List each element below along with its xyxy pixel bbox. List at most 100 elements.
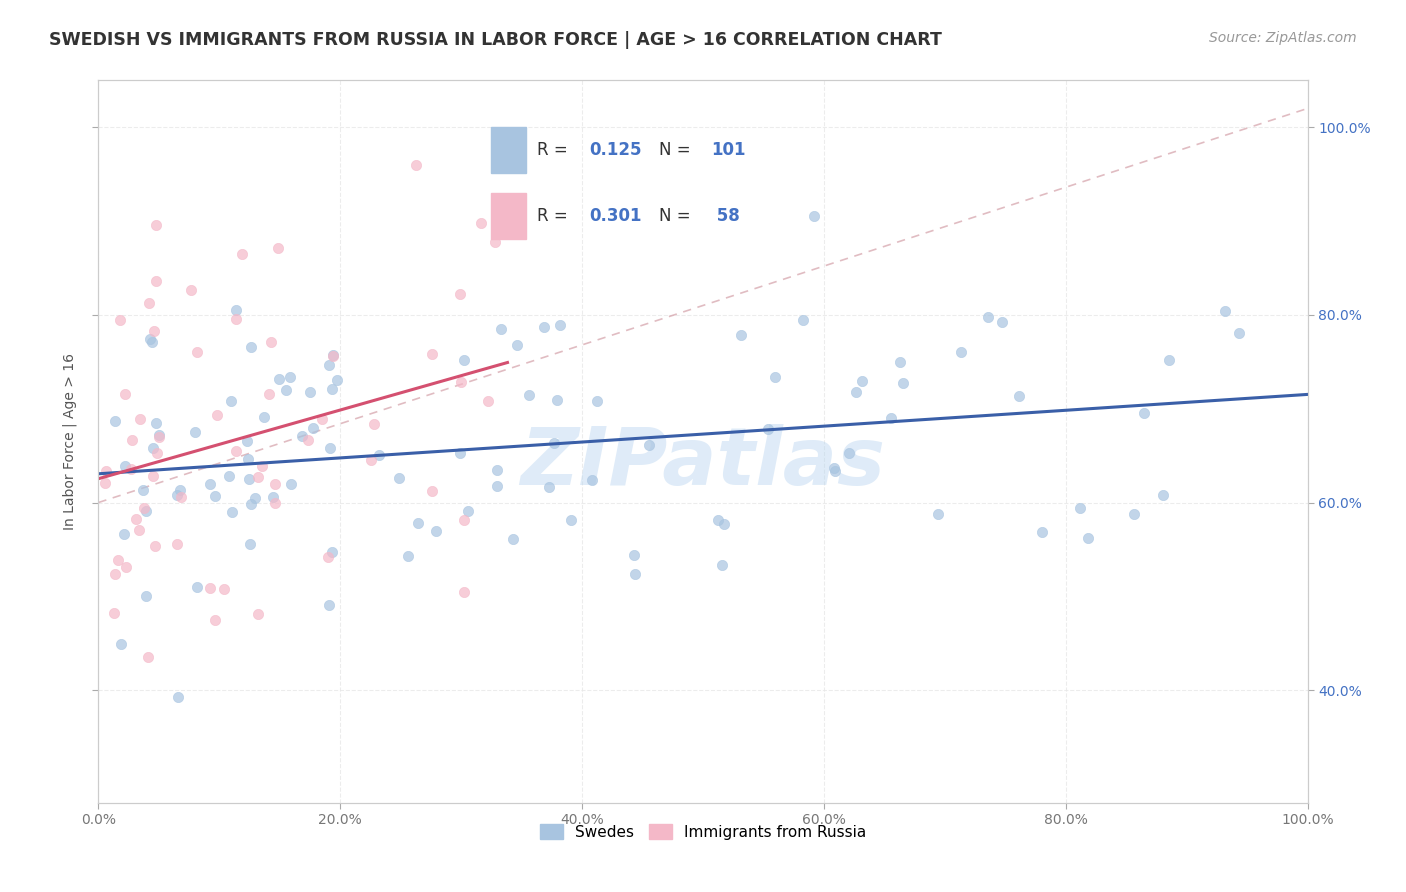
Point [138, 295, 160, 310]
Point [128, 524, 150, 538]
Point [183, 425, 205, 439]
Point [1152, 487, 1174, 501]
Point [291, 428, 314, 442]
Point [450, 375, 472, 389]
Point [880, 410, 903, 425]
Point [420, 484, 443, 499]
Point [756, 422, 779, 436]
Point [225, 443, 247, 458]
Point [1159, 352, 1181, 367]
Point [267, 241, 290, 255]
Point [977, 310, 1000, 324]
Point [231, 247, 253, 261]
Point [236, 451, 259, 466]
Point [247, 607, 270, 622]
Point [204, 489, 226, 503]
Point [1123, 507, 1146, 521]
Point [218, 468, 240, 483]
Point [322, 348, 344, 362]
Point [502, 532, 524, 546]
Point [449, 287, 471, 301]
Point [560, 513, 582, 527]
Point [212, 582, 235, 596]
Point [186, 344, 208, 359]
Point [302, 421, 325, 435]
Point [115, 560, 138, 574]
Point [250, 459, 273, 474]
Point [252, 410, 274, 425]
Point [457, 504, 479, 518]
Point [166, 488, 188, 502]
Point [180, 283, 202, 297]
Point [120, 462, 142, 476]
Point [485, 463, 508, 477]
Point [219, 394, 242, 409]
Point [125, 512, 148, 526]
Point [730, 328, 752, 343]
Point [146, 446, 169, 460]
Point [145, 417, 167, 431]
Point [112, 527, 135, 541]
Point [388, 471, 411, 485]
Point [1069, 500, 1091, 515]
Point [94, 475, 117, 490]
Point [792, 313, 814, 327]
Point [368, 448, 391, 462]
Point [711, 558, 734, 572]
Point [489, 322, 512, 336]
Point [259, 335, 281, 350]
Point [453, 585, 475, 599]
Point [240, 341, 263, 355]
Point [891, 376, 914, 390]
Point [405, 158, 427, 172]
Point [1229, 326, 1251, 340]
Point [239, 536, 262, 550]
Point [990, 315, 1012, 329]
Point [517, 388, 540, 402]
Point [477, 393, 499, 408]
Point [142, 441, 165, 455]
Point [449, 446, 471, 460]
Point [1077, 532, 1099, 546]
Point [204, 613, 226, 627]
Point [169, 483, 191, 497]
Point [198, 477, 221, 491]
Point [360, 453, 382, 467]
Point [143, 324, 166, 338]
Point [259, 387, 281, 401]
Point [110, 636, 132, 650]
Point [103, 606, 125, 620]
Point [114, 387, 136, 401]
Point [321, 545, 343, 559]
Point [170, 490, 193, 504]
Point [824, 464, 846, 478]
Point [586, 393, 609, 408]
Point [138, 333, 160, 347]
Point [823, 461, 845, 475]
Point [104, 413, 127, 427]
Point [225, 311, 247, 326]
Point [1031, 525, 1053, 540]
Point [318, 599, 340, 613]
Point [486, 479, 509, 493]
Point [104, 566, 127, 581]
Point [166, 690, 188, 705]
Point [280, 477, 302, 491]
Point [713, 517, 735, 532]
Point [470, 216, 492, 230]
Legend: Swedes, Immigrants from Russia: Swedes, Immigrants from Russia [533, 818, 873, 846]
Point [420, 347, 443, 361]
Point [298, 385, 321, 400]
Point [1213, 304, 1236, 318]
Point [316, 549, 339, 564]
Point [94, 464, 117, 478]
Point [121, 434, 143, 448]
Point [238, 472, 260, 486]
Point [108, 313, 131, 327]
Point [425, 524, 447, 539]
Text: ZIPatlas: ZIPatlas [520, 425, 886, 502]
Point [851, 374, 873, 388]
Point [114, 459, 136, 474]
Point [267, 372, 290, 386]
Point [148, 430, 170, 444]
